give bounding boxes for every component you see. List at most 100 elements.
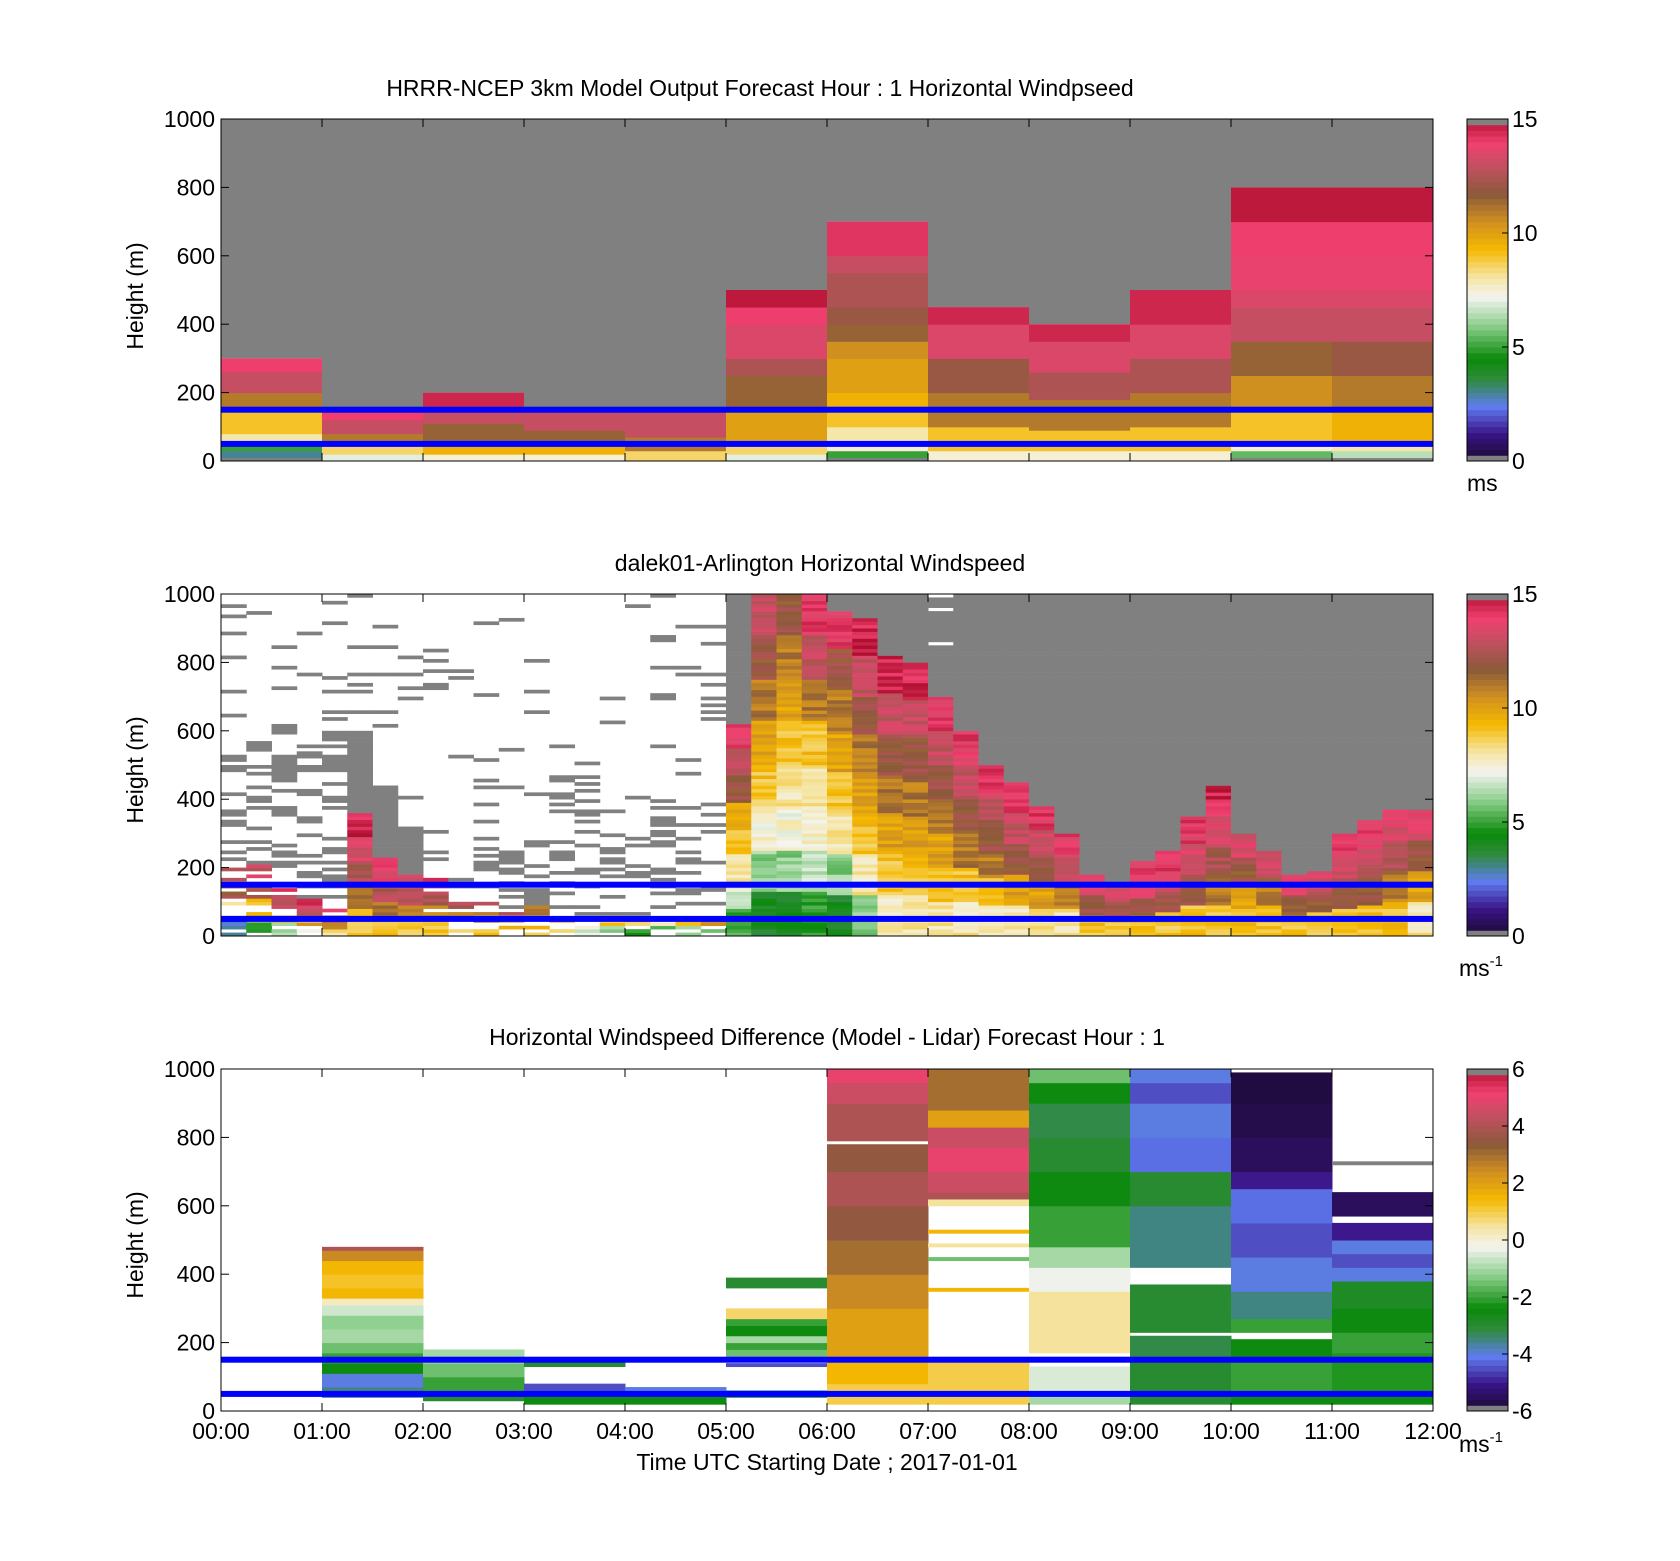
heatmap-cell bbox=[1130, 607, 1156, 612]
heatmap-cells bbox=[221, 594, 1434, 937]
heatmap-cell bbox=[1029, 932, 1055, 937]
heatmap-cell bbox=[1003, 655, 1030, 660]
heatmap-cell bbox=[1256, 836, 1282, 841]
heatmap-cell bbox=[1382, 816, 1409, 821]
heatmap-cell bbox=[1231, 829, 1257, 834]
heatmap-cell bbox=[776, 686, 803, 691]
heatmap-cell bbox=[953, 758, 979, 762]
heatmap-cell bbox=[827, 782, 853, 786]
heatmap-cell bbox=[852, 658, 878, 663]
heatmap-cell bbox=[801, 645, 828, 650]
heatmap-cell bbox=[1231, 744, 1257, 749]
heatmap-cell bbox=[902, 795, 929, 800]
heatmap-cell bbox=[928, 775, 954, 779]
heatmap-cell bbox=[1382, 635, 1409, 639]
heatmap-cell bbox=[473, 693, 500, 697]
heatmap-cell bbox=[953, 751, 979, 756]
heatmap-cell bbox=[1155, 703, 1181, 708]
heatmap-cell bbox=[1130, 888, 1156, 892]
heatmap-cell bbox=[1231, 669, 1257, 673]
heatmap-cell bbox=[953, 843, 979, 848]
heatmap-cell bbox=[574, 819, 601, 824]
heatmap-cell bbox=[751, 775, 777, 779]
heatmap-cell bbox=[902, 641, 929, 646]
heatmap-cell bbox=[1382, 901, 1409, 906]
heatmap-cell bbox=[978, 693, 1005, 697]
y-tick-label: 0 bbox=[202, 448, 215, 474]
heatmap-cell bbox=[1332, 847, 1358, 851]
heatmap-cell bbox=[928, 860, 954, 865]
heatmap-cell bbox=[322, 877, 348, 882]
heatmap-cell bbox=[1231, 812, 1257, 817]
colorbar-swatch bbox=[1467, 324, 1508, 331]
heatmap-cell bbox=[801, 669, 828, 673]
heatmap-cell bbox=[953, 727, 979, 732]
heatmap-cell bbox=[827, 765, 853, 769]
heatmap-cell bbox=[1155, 700, 1181, 704]
heatmap-cell bbox=[953, 686, 979, 691]
heatmap-cell bbox=[1231, 792, 1257, 797]
y-tick-label: 800 bbox=[177, 174, 215, 200]
heatmap-cell bbox=[1231, 901, 1257, 906]
heatmap-cell bbox=[751, 597, 777, 602]
heatmap-cell bbox=[1029, 706, 1055, 711]
heatmap-cell bbox=[801, 658, 828, 663]
heatmap-cell bbox=[902, 898, 929, 903]
heatmap-cell bbox=[1029, 717, 1055, 721]
heatmap-cell bbox=[1281, 802, 1308, 807]
heatmap-cell bbox=[1054, 819, 1080, 824]
heatmap-cell bbox=[776, 754, 803, 759]
heatmap-cell bbox=[751, 850, 777, 855]
heatmap-cell bbox=[1029, 638, 1055, 643]
heatmap-cell bbox=[246, 901, 272, 906]
heatmap-cell bbox=[1256, 696, 1282, 701]
heatmap-cell bbox=[978, 617, 1005, 622]
heatmap-cell bbox=[902, 864, 929, 868]
heatmap-cell bbox=[1357, 645, 1383, 650]
heatmap-cell bbox=[877, 693, 904, 697]
heatmap-cell bbox=[1205, 713, 1232, 718]
heatmap-cell bbox=[498, 867, 525, 872]
heatmap-cell bbox=[271, 929, 298, 933]
heatmap-cell bbox=[1357, 614, 1383, 619]
heatmap-cell bbox=[549, 809, 575, 814]
heatmap-cell bbox=[928, 1287, 1030, 1292]
heatmap-cell bbox=[776, 843, 803, 848]
heatmap-cell bbox=[1332, 703, 1358, 708]
heatmap-cell bbox=[928, 706, 954, 711]
heatmap-cell bbox=[1029, 594, 1055, 598]
y-tick-label: 600 bbox=[177, 243, 215, 269]
heatmap-cell bbox=[1332, 932, 1358, 937]
heatmap-cell bbox=[852, 703, 878, 708]
heatmap-cell bbox=[1256, 819, 1282, 824]
heatmap-cell bbox=[928, 611, 954, 615]
heatmap-cell bbox=[1104, 717, 1131, 721]
heatmap-cell bbox=[978, 645, 1005, 650]
heatmap-cell bbox=[423, 1376, 525, 1391]
heatmap-cell bbox=[1332, 645, 1358, 650]
heatmap-cell bbox=[877, 734, 904, 738]
heatmap-cell bbox=[1332, 843, 1358, 848]
colorbar-swatch bbox=[1467, 804, 1508, 812]
heatmap-cell bbox=[1281, 703, 1308, 708]
heatmap-cell bbox=[776, 662, 803, 667]
heatmap-cell bbox=[877, 710, 904, 714]
heatmap-cell bbox=[827, 221, 929, 257]
heatmap-cell bbox=[1231, 628, 1257, 632]
heatmap-cell bbox=[1332, 816, 1358, 821]
heatmap-cell bbox=[902, 829, 929, 834]
heatmap-cell bbox=[1180, 812, 1207, 817]
heatmap-cell bbox=[902, 600, 929, 605]
heatmap-cell bbox=[675, 891, 702, 896]
heatmap-cell bbox=[852, 720, 878, 725]
heatmap-cell bbox=[1054, 751, 1080, 756]
heatmap-cell bbox=[751, 672, 777, 677]
heatmap-cell bbox=[1130, 624, 1156, 629]
heatmap-cell bbox=[953, 850, 979, 855]
heatmap-cell bbox=[322, 929, 348, 933]
heatmap-cell bbox=[1029, 372, 1131, 400]
heatmap-cell bbox=[524, 932, 550, 937]
colorbar-swatch bbox=[1467, 364, 1508, 371]
colorbar-swatch bbox=[1467, 1382, 1508, 1389]
heatmap-cell bbox=[1407, 676, 1434, 680]
